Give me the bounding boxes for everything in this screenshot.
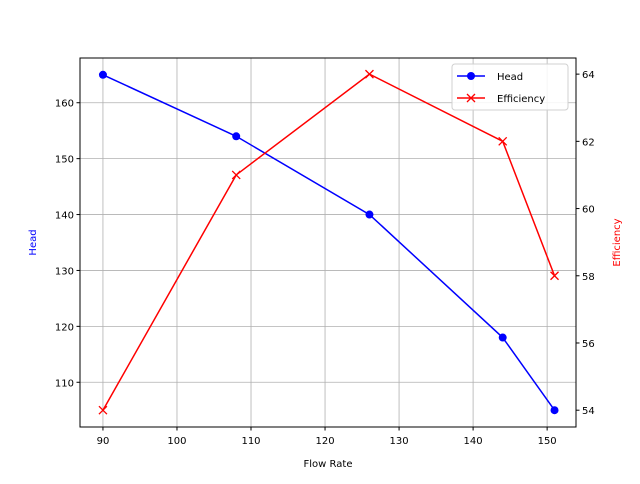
legend-marker — [466, 93, 476, 103]
y-tick-label: 130 — [55, 266, 74, 277]
x-tick-label: 110 — [241, 436, 260, 447]
y-tick-label: 140 — [55, 211, 74, 222]
x-tick-label: 150 — [538, 436, 557, 447]
legend-label: Head — [497, 72, 523, 83]
data-point — [364, 69, 374, 79]
legend-label: Efficiency — [497, 94, 545, 105]
data-point — [550, 406, 559, 415]
data-point — [550, 271, 559, 281]
y2-tick-label: 58 — [582, 272, 595, 283]
y-tick-label: 120 — [55, 322, 74, 333]
x-tick-label: 100 — [167, 436, 186, 447]
data-point — [498, 333, 507, 342]
y-tick-label: 110 — [55, 378, 74, 389]
data-point — [98, 70, 107, 79]
data-point — [232, 132, 241, 141]
x-tick-label: 140 — [464, 436, 483, 447]
y2-tick-label: 62 — [582, 137, 595, 148]
y2-tick-label: 54 — [582, 406, 595, 417]
legend-marker — [467, 72, 475, 80]
y-tick-label: 150 — [55, 155, 74, 166]
data-point — [231, 170, 241, 180]
y-tick-label: 160 — [55, 99, 74, 110]
x-tick-label: 90 — [97, 436, 110, 447]
y-axis-label: Head — [28, 229, 39, 255]
plot-frame — [79, 57, 577, 428]
y2-tick-label: 60 — [582, 205, 595, 216]
y2-axis-label: Efficiency — [612, 218, 623, 266]
x-tick-label: 130 — [390, 436, 409, 447]
data-point — [98, 405, 108, 415]
y2-tick-label: 64 — [582, 70, 595, 81]
data-point — [365, 210, 374, 219]
series-line-head — [102, 74, 556, 411]
x-axis-label: Flow Rate — [304, 459, 353, 470]
x-tick-label: 120 — [315, 436, 334, 447]
y2-tick-label: 56 — [582, 339, 595, 350]
data-point — [498, 136, 508, 146]
series-line-efficiency — [102, 73, 556, 411]
